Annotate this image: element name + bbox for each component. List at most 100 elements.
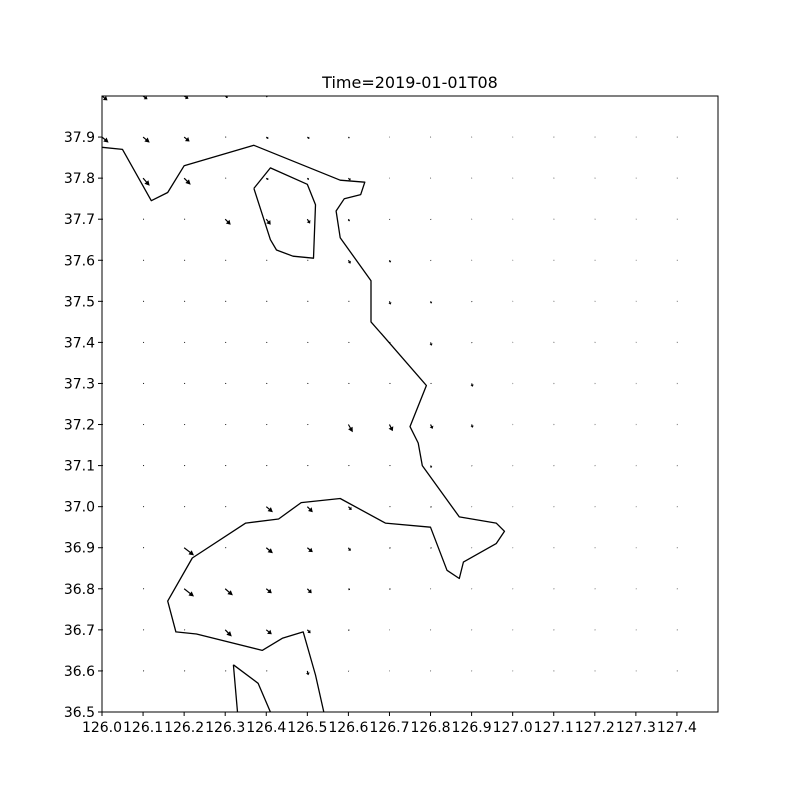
vector-arrow xyxy=(676,629,678,631)
vector-arrow xyxy=(430,382,432,385)
vector-arrow xyxy=(512,670,514,672)
vector-arrow xyxy=(143,506,145,508)
y-tick-label: 36.6 xyxy=(64,664,95,680)
vector-arrow xyxy=(430,506,432,508)
vector-arrow xyxy=(471,670,473,672)
vector-arrow xyxy=(142,177,150,186)
vector-arrow xyxy=(635,670,637,672)
vector-arrow xyxy=(512,505,514,508)
vector-arrow xyxy=(143,259,145,261)
vector-arrow xyxy=(265,588,272,594)
vector-arrow xyxy=(471,547,473,549)
vector-arrow xyxy=(471,629,473,631)
vector-arrow xyxy=(348,629,350,631)
vector-arrow xyxy=(430,588,432,590)
vector-arrow xyxy=(430,629,432,631)
vector-arrow xyxy=(635,629,637,631)
vector-arrow xyxy=(553,423,555,426)
vector-arrow xyxy=(225,670,227,672)
y-tick-label: 36.7 xyxy=(64,623,95,639)
vector-arrow xyxy=(224,588,233,596)
vector-arrow xyxy=(512,259,514,261)
vector-arrow xyxy=(347,547,351,551)
vector-arrow xyxy=(307,547,313,553)
vector-arrow xyxy=(348,588,350,591)
vector-arrow xyxy=(143,629,145,631)
vector-arrow xyxy=(429,465,433,468)
vector-arrow xyxy=(471,300,473,303)
vector-arrow xyxy=(143,465,145,467)
vector-arrow xyxy=(553,588,555,590)
vector-arrow xyxy=(676,218,678,220)
x-tick-label: 126.6 xyxy=(328,720,368,736)
vector-arrow xyxy=(225,300,227,302)
vector-arrow xyxy=(143,423,145,426)
x-tick-label: 126.5 xyxy=(287,720,327,736)
vector-arrow xyxy=(143,670,145,672)
vector-arrow xyxy=(184,629,186,631)
vector-arrow xyxy=(594,505,596,508)
vector-arrow xyxy=(471,218,473,220)
vector-arrow xyxy=(225,506,227,508)
y-tick-label: 37.5 xyxy=(64,294,95,310)
vector-arrow xyxy=(306,506,313,513)
y-tick-label: 37.0 xyxy=(64,500,95,516)
vector-arrow xyxy=(184,259,186,261)
vector-arrow xyxy=(184,423,186,426)
y-tick-label: 37.7 xyxy=(64,212,95,228)
vector-arrow xyxy=(265,629,272,635)
vector-arrow xyxy=(347,424,353,433)
vector-arrow xyxy=(635,547,637,549)
vector-arrow xyxy=(183,177,191,185)
x-tick-label: 126.8 xyxy=(410,720,450,736)
vector-arrow xyxy=(307,300,309,302)
coastline xyxy=(253,167,317,259)
vector-arrow xyxy=(305,670,310,676)
x-tick-label: 126.2 xyxy=(164,720,204,736)
vector-arrow xyxy=(594,423,596,426)
vector-arrow xyxy=(635,505,637,508)
vector-arrow xyxy=(512,300,514,303)
vector-arrow xyxy=(512,547,514,549)
y-axis: 36.5 36.6 36.7 36.8 36.9 37.0 37.1 37.2 37.3 37.4… xyxy=(64,130,102,721)
vector-arrow xyxy=(676,300,678,303)
vector-arrow xyxy=(143,382,145,385)
x-tick-label: 127.4 xyxy=(657,720,697,736)
vector-arrow xyxy=(307,382,309,385)
vector-arrow xyxy=(635,382,637,385)
vector-arrow xyxy=(594,464,596,467)
vector-arrow xyxy=(471,259,473,261)
coastline xyxy=(233,664,271,712)
vector-arrow xyxy=(306,629,311,634)
vector-arrow xyxy=(142,96,148,100)
vector-arrow xyxy=(553,547,555,549)
y-tick-label: 37.2 xyxy=(64,418,95,434)
vector-arrow xyxy=(307,341,309,343)
vector-arrow xyxy=(265,177,269,180)
plot-area xyxy=(102,96,678,712)
vector-arrow xyxy=(306,218,311,224)
vector-arrow xyxy=(471,177,473,179)
vector-arrow xyxy=(266,300,268,302)
vector-arrow xyxy=(430,177,432,179)
vector-arrow xyxy=(389,465,391,467)
vector-arrow xyxy=(512,382,514,385)
vector-arrow xyxy=(635,136,637,138)
vector-arrow xyxy=(553,670,555,672)
vector-arrow xyxy=(388,301,392,305)
vector-arrow xyxy=(265,136,269,139)
vector-arrow xyxy=(512,177,514,179)
vector-arrow xyxy=(143,218,145,220)
vector-arrow xyxy=(635,341,637,344)
y-tick-label: 37.3 xyxy=(64,376,95,392)
vector-arrow xyxy=(389,670,390,672)
vector-arrow xyxy=(266,382,268,385)
vector-arrow xyxy=(594,341,596,344)
vector-arrow xyxy=(676,505,678,508)
vector-arrow xyxy=(307,259,309,261)
vector-arrow xyxy=(594,382,596,385)
vector-arrow xyxy=(266,423,268,426)
vector-arrow xyxy=(430,670,432,672)
vector-arrow xyxy=(184,218,186,220)
vector-arrow xyxy=(430,259,432,262)
